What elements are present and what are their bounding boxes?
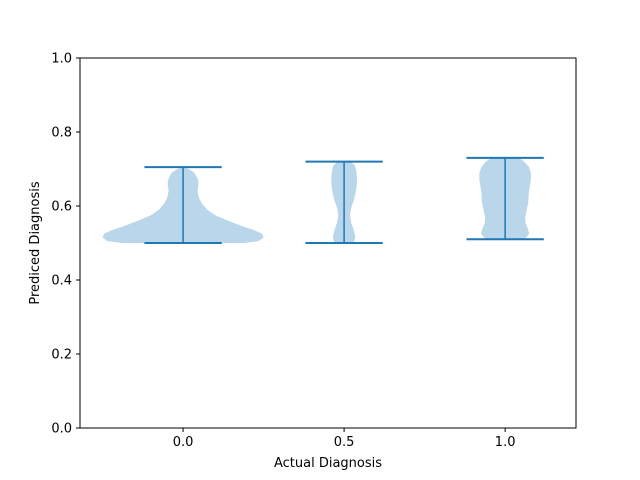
x-tick-label: 0.0 xyxy=(173,435,194,450)
y-tick-label: 0.0 xyxy=(51,422,72,437)
x-axis-label: Actual Diagnosis xyxy=(274,456,382,471)
y-tick-label: 0.6 xyxy=(51,200,72,215)
violin-group xyxy=(466,156,544,241)
violin-group xyxy=(305,160,383,244)
y-tick-label: 0.4 xyxy=(51,274,72,289)
y-tick-label: 1.0 xyxy=(51,52,72,67)
tick-layer: 0.0 0.5 1.0 0.0 0.2 0.4 0.6 0.8 1.0 xyxy=(51,52,515,451)
violin-group xyxy=(102,166,264,244)
x-tick-label: 0.5 xyxy=(334,435,355,450)
violin-layer xyxy=(102,156,544,244)
plot-area-frame xyxy=(79,57,577,429)
y-tick-label: 0.2 xyxy=(51,348,72,363)
y-axis-label: Prediced Diagnosis xyxy=(28,181,43,304)
x-tick-label: 1.0 xyxy=(495,435,516,450)
y-tick-label: 0.8 xyxy=(51,126,72,141)
